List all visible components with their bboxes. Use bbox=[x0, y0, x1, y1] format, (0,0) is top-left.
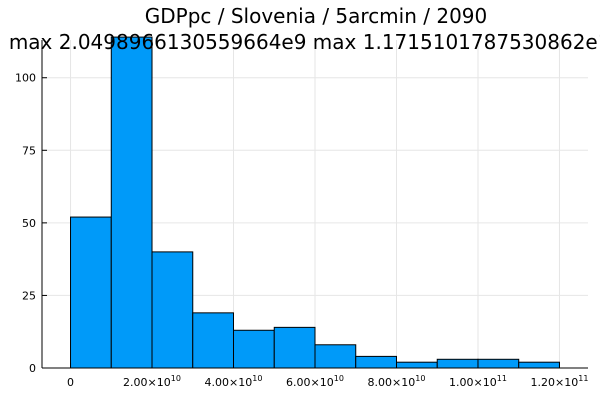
tick-labels: 0 2.00×1010 4.00×1010 6.00×1010 8.00×1010 1.0… bbox=[15, 72, 588, 389]
x-tick-label: 2.00×1010 bbox=[123, 374, 181, 389]
y-tick-label: 50 bbox=[22, 217, 36, 230]
y-tick-label: 25 bbox=[22, 289, 36, 302]
x-tick-label: 1.00×1011 bbox=[449, 374, 507, 389]
x-tick-label: 1.20×1011 bbox=[531, 374, 589, 389]
x-tick-label: 6.00×1010 bbox=[286, 374, 344, 389]
histogram-bar bbox=[314, 344, 357, 369]
histogram-bar bbox=[436, 358, 479, 369]
y-tick-label: 0 bbox=[29, 362, 36, 375]
chart-title-line-2: max 2.0498966130559664e9 max 1.171510178… bbox=[9, 30, 600, 54]
y-tick-label: 75 bbox=[22, 144, 36, 157]
histogram-bar bbox=[273, 326, 316, 369]
histogram-bar bbox=[151, 251, 194, 369]
histogram-bar bbox=[233, 329, 275, 369]
histogram-bar bbox=[192, 312, 235, 369]
histogram-bar bbox=[477, 358, 520, 369]
x-tick-label: 0 bbox=[67, 376, 74, 389]
chart-title-line-1: GDPpc / Slovenia / 5arcmin / 2090 bbox=[145, 4, 488, 28]
histogram-bars bbox=[70, 36, 560, 369]
histogram-bar bbox=[518, 361, 560, 369]
histogram-bar bbox=[110, 36, 153, 369]
x-tick-label: 8.00×1010 bbox=[368, 374, 426, 389]
y-tick-label: 100 bbox=[15, 72, 36, 85]
histogram-bar bbox=[355, 355, 397, 369]
x-tick-label: 4.00×1010 bbox=[205, 374, 263, 389]
histogram-bar bbox=[70, 216, 112, 369]
axes bbox=[41, 40, 588, 369]
histogram-bar bbox=[395, 361, 438, 369]
